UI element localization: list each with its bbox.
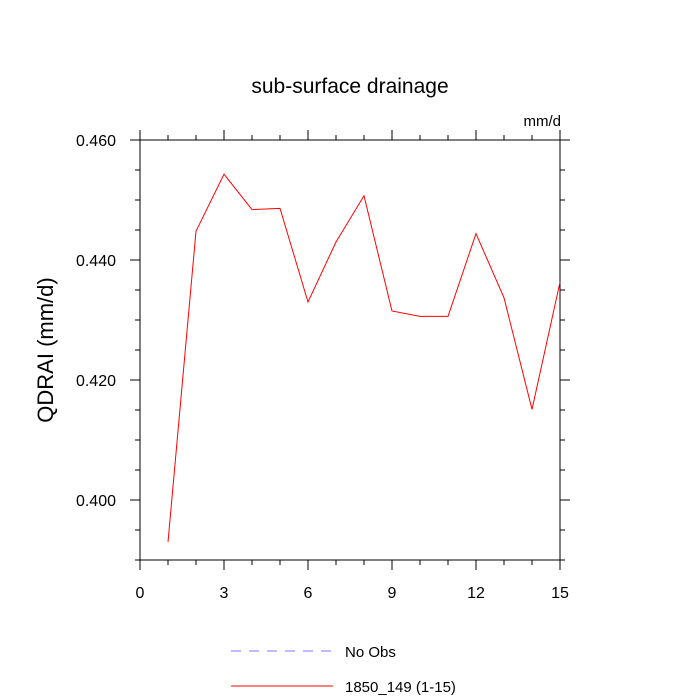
- units-label: mm/d: [524, 113, 562, 130]
- legend-label: No Obs: [345, 644, 396, 661]
- chart-title: sub-surface drainage: [251, 75, 448, 98]
- x-tick-label: 3: [220, 585, 229, 602]
- y-tick-label: 0.440: [76, 253, 116, 270]
- legend: No Obs 1850_149 (1-15): [231, 644, 456, 696]
- x-tick-label: 6: [304, 585, 313, 602]
- axis-ticks: [130, 130, 570, 570]
- x-tick-label: 15: [551, 585, 569, 602]
- x-tick-labels: 0 3 6 9 12 15: [136, 585, 569, 602]
- x-tick-label: 0: [136, 585, 145, 602]
- y-tick-label: 0.400: [76, 493, 116, 510]
- plot-lines: [167, 173, 561, 543]
- legend-label: 1850_149 (1-15): [345, 679, 456, 696]
- x-tick-label: 12: [467, 585, 485, 602]
- y-axis-label: QDRAI (mm/d): [33, 277, 58, 422]
- plot-frame: [139, 139, 561, 561]
- x-tick-label: 9: [388, 585, 397, 602]
- series-line-1: [167, 173, 561, 543]
- y-tick-label: 0.420: [76, 373, 116, 390]
- y-tick-label: 0.460: [76, 133, 116, 150]
- y-tick-labels: 0.400 0.420 0.440 0.460: [76, 133, 116, 510]
